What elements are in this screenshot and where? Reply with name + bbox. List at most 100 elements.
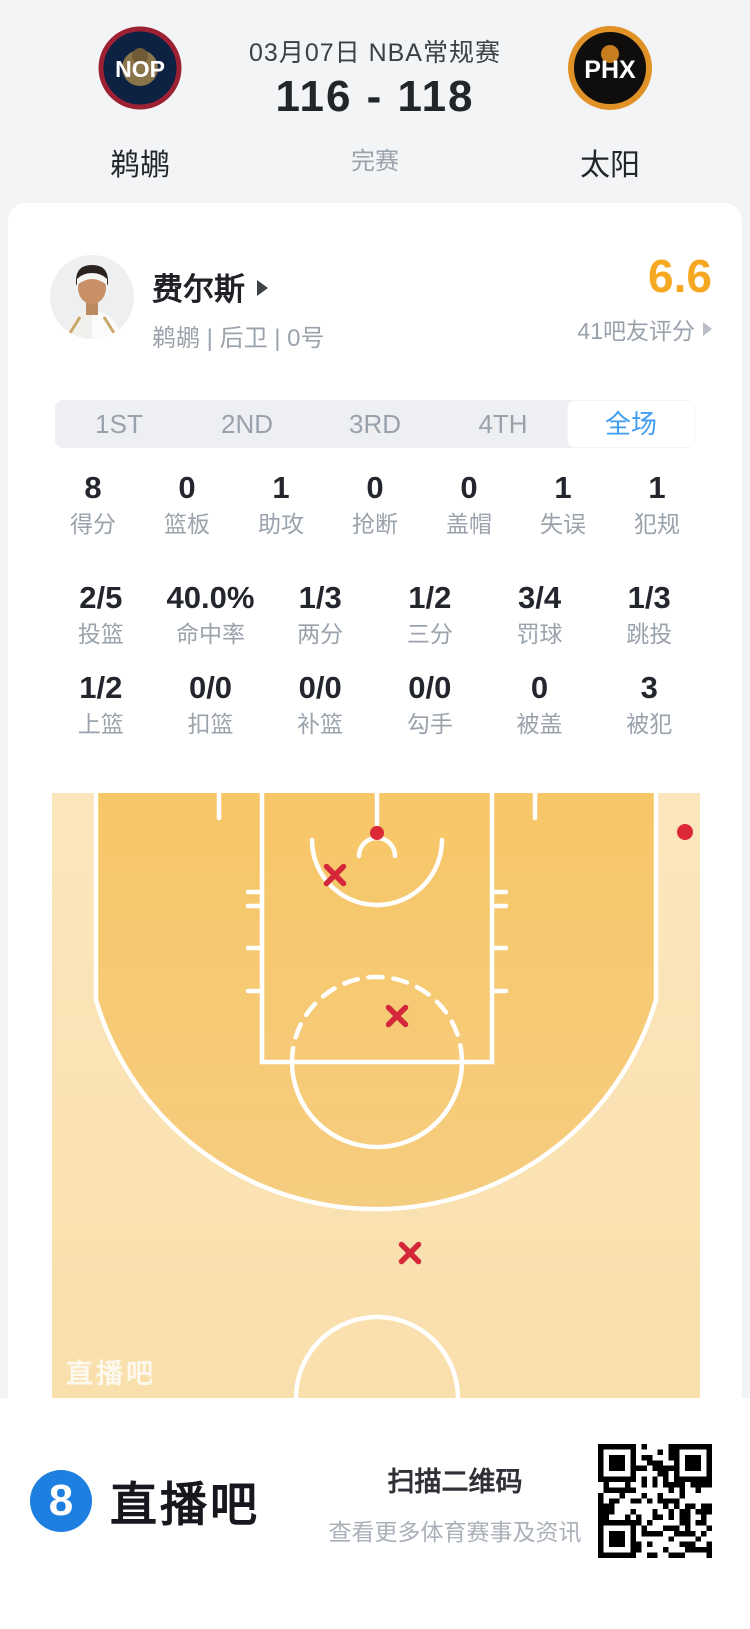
shot-chart: 直播吧 — [52, 790, 700, 1401]
stat-cell: 0 被盖 — [485, 670, 595, 738]
player-photo — [50, 255, 134, 339]
stat-label: 勾手 — [406, 711, 453, 737]
stat-value: 1 — [648, 470, 666, 505]
stat-label: 被犯 — [626, 711, 673, 737]
stat-cell: 0/0 扣篮 — [156, 670, 266, 738]
stat-cell: 2/5 投篮 — [46, 580, 156, 648]
qr-code — [598, 1444, 712, 1558]
stat-cell: 1/2 上篮 — [46, 670, 156, 738]
stat-label: 三分 — [406, 621, 453, 647]
home-team-logo[interactable]: NOP — [98, 26, 182, 110]
made-shot-marker — [677, 824, 693, 840]
suns-logo-icon: PHX — [568, 26, 652, 110]
stat-label: 跳投 — [626, 621, 673, 647]
shot-markers — [323, 824, 693, 1265]
player-avatar[interactable] — [50, 255, 134, 339]
stat-label: 罚球 — [516, 621, 563, 647]
tab-1ST[interactable]: 1ST — [95, 409, 143, 439]
stat-cell: 3/4 罚球 — [485, 580, 595, 648]
game-score: 116 - 118 — [275, 72, 475, 121]
stat-label: 两分 — [297, 621, 344, 647]
stat-value: 0/0 — [188, 670, 233, 705]
svg-text:PHX: PHX — [584, 56, 636, 84]
made-shot-marker — [370, 826, 384, 840]
court-inner-zone — [96, 793, 656, 1210]
stat-label: 犯规 — [634, 511, 680, 537]
stat-label: 失误 — [540, 511, 586, 537]
stat-value: 0/0 — [298, 670, 342, 705]
three-point-line — [93, 790, 659, 1212]
baseline-ticks — [216, 790, 538, 821]
qr-code-image — [598, 1444, 712, 1558]
zhibo8-badge-icon: 8 — [30, 1469, 92, 1532]
stat-cell: 8 得分 — [46, 470, 140, 538]
tab-3RD[interactable]: 3RD — [348, 409, 401, 439]
stat-value: 3 — [640, 670, 658, 705]
stat-label: 助攻 — [258, 511, 304, 537]
stat-value: 1/2 — [79, 670, 123, 705]
court-lines — [93, 790, 659, 1401]
player-name-row[interactable]: 费尔斯 — [152, 264, 268, 309]
stat-value: 1/2 — [408, 580, 452, 615]
free-throw-circle-solid — [289, 1059, 465, 1150]
stat-value: 0/0 — [408, 670, 452, 705]
stat-value: 0 — [530, 670, 549, 705]
stat-label: 投篮 — [77, 621, 124, 647]
tab-全场[interactable]: 全场 — [567, 400, 695, 448]
stat-value: 0 — [460, 470, 478, 505]
stat-label: 补篮 — [297, 711, 344, 737]
stat-cell: 1 助攻 — [234, 470, 328, 538]
stat-value: 3/4 — [517, 580, 562, 615]
stat-cell: 0 抢断 — [328, 470, 422, 538]
restricted-arc — [309, 837, 445, 908]
player-rating: 6.6 — [648, 250, 712, 302]
scan-title: 扫描二维码 — [387, 1467, 523, 1497]
away-team-name[interactable]: 太阳 — [580, 149, 640, 182]
center-circle — [293, 1314, 461, 1401]
quarter-tabbar: 1ST 2ND 3RD 4TH 全场 — [55, 400, 695, 448]
missed-shot-marker — [398, 1241, 422, 1265]
stat-label: 得分 — [70, 511, 116, 537]
stat-value: 1/3 — [298, 580, 342, 615]
stat-cell: 1/3 两分 — [265, 580, 375, 648]
stat-cell: 0/0 补篮 — [265, 670, 375, 738]
stat-value: 0 — [366, 470, 384, 505]
stat-label: 命中率 — [176, 621, 245, 647]
tab-4TH[interactable]: 4TH — [478, 409, 528, 439]
home-team-name[interactable]: 鹈鹕 — [110, 149, 170, 182]
stat-value: 1/3 — [627, 580, 671, 615]
stat-value: 2/5 — [79, 580, 123, 615]
stat-value: 8 — [84, 470, 102, 505]
court-graphic: 直播吧 — [52, 790, 700, 1401]
tab-2ND[interactable]: 2ND — [220, 409, 273, 439]
stat-row-shooting: 2/5 投篮 40.0% 命中率 1/3 两分 1/2 三分 3/4 罚球 1/3 跳投 — [46, 580, 704, 648]
brand-logo: 8 直播吧 — [30, 1466, 260, 1535]
game-status: 完赛 — [351, 148, 399, 175]
stat-label: 篮板 — [164, 511, 210, 537]
stat-label: 抢断 — [352, 511, 398, 537]
stat-cell: 3 被犯 — [594, 670, 704, 738]
stat-cell: 0/0 勾手 — [375, 670, 485, 738]
rating-block[interactable]: 6.6 41吧友评分 — [577, 252, 712, 346]
lane-lines — [259, 790, 495, 1065]
stat-label: 盖帽 — [446, 511, 492, 537]
stat-cell: 1/2 三分 — [375, 580, 485, 648]
brand-name: 直播吧 — [110, 1478, 260, 1531]
stat-value: 40.0% — [166, 580, 255, 615]
lane-hash-right — [489, 889, 509, 994]
stat-value: 0 — [178, 470, 196, 505]
lane-hash-left — [245, 889, 265, 994]
stat-value: 1 — [272, 470, 290, 505]
player-name: 费尔斯 — [152, 272, 245, 307]
svg-text:NOP: NOP — [115, 56, 165, 82]
rating-arrow-icon — [703, 322, 712, 336]
stat-cell: 0 篮板 — [140, 470, 234, 538]
stat-value: 1 — [554, 470, 572, 505]
scan-subtitle: 查看更多体育赛事及资讯 — [328, 1519, 582, 1545]
away-team-logo[interactable]: PHX — [568, 26, 652, 110]
player-detail-arrow-icon — [257, 279, 268, 296]
court-watermark: 直播吧 — [66, 1359, 156, 1389]
stat-label: 被盖 — [516, 711, 563, 737]
pelicans-logo-icon: NOP — [98, 26, 182, 110]
